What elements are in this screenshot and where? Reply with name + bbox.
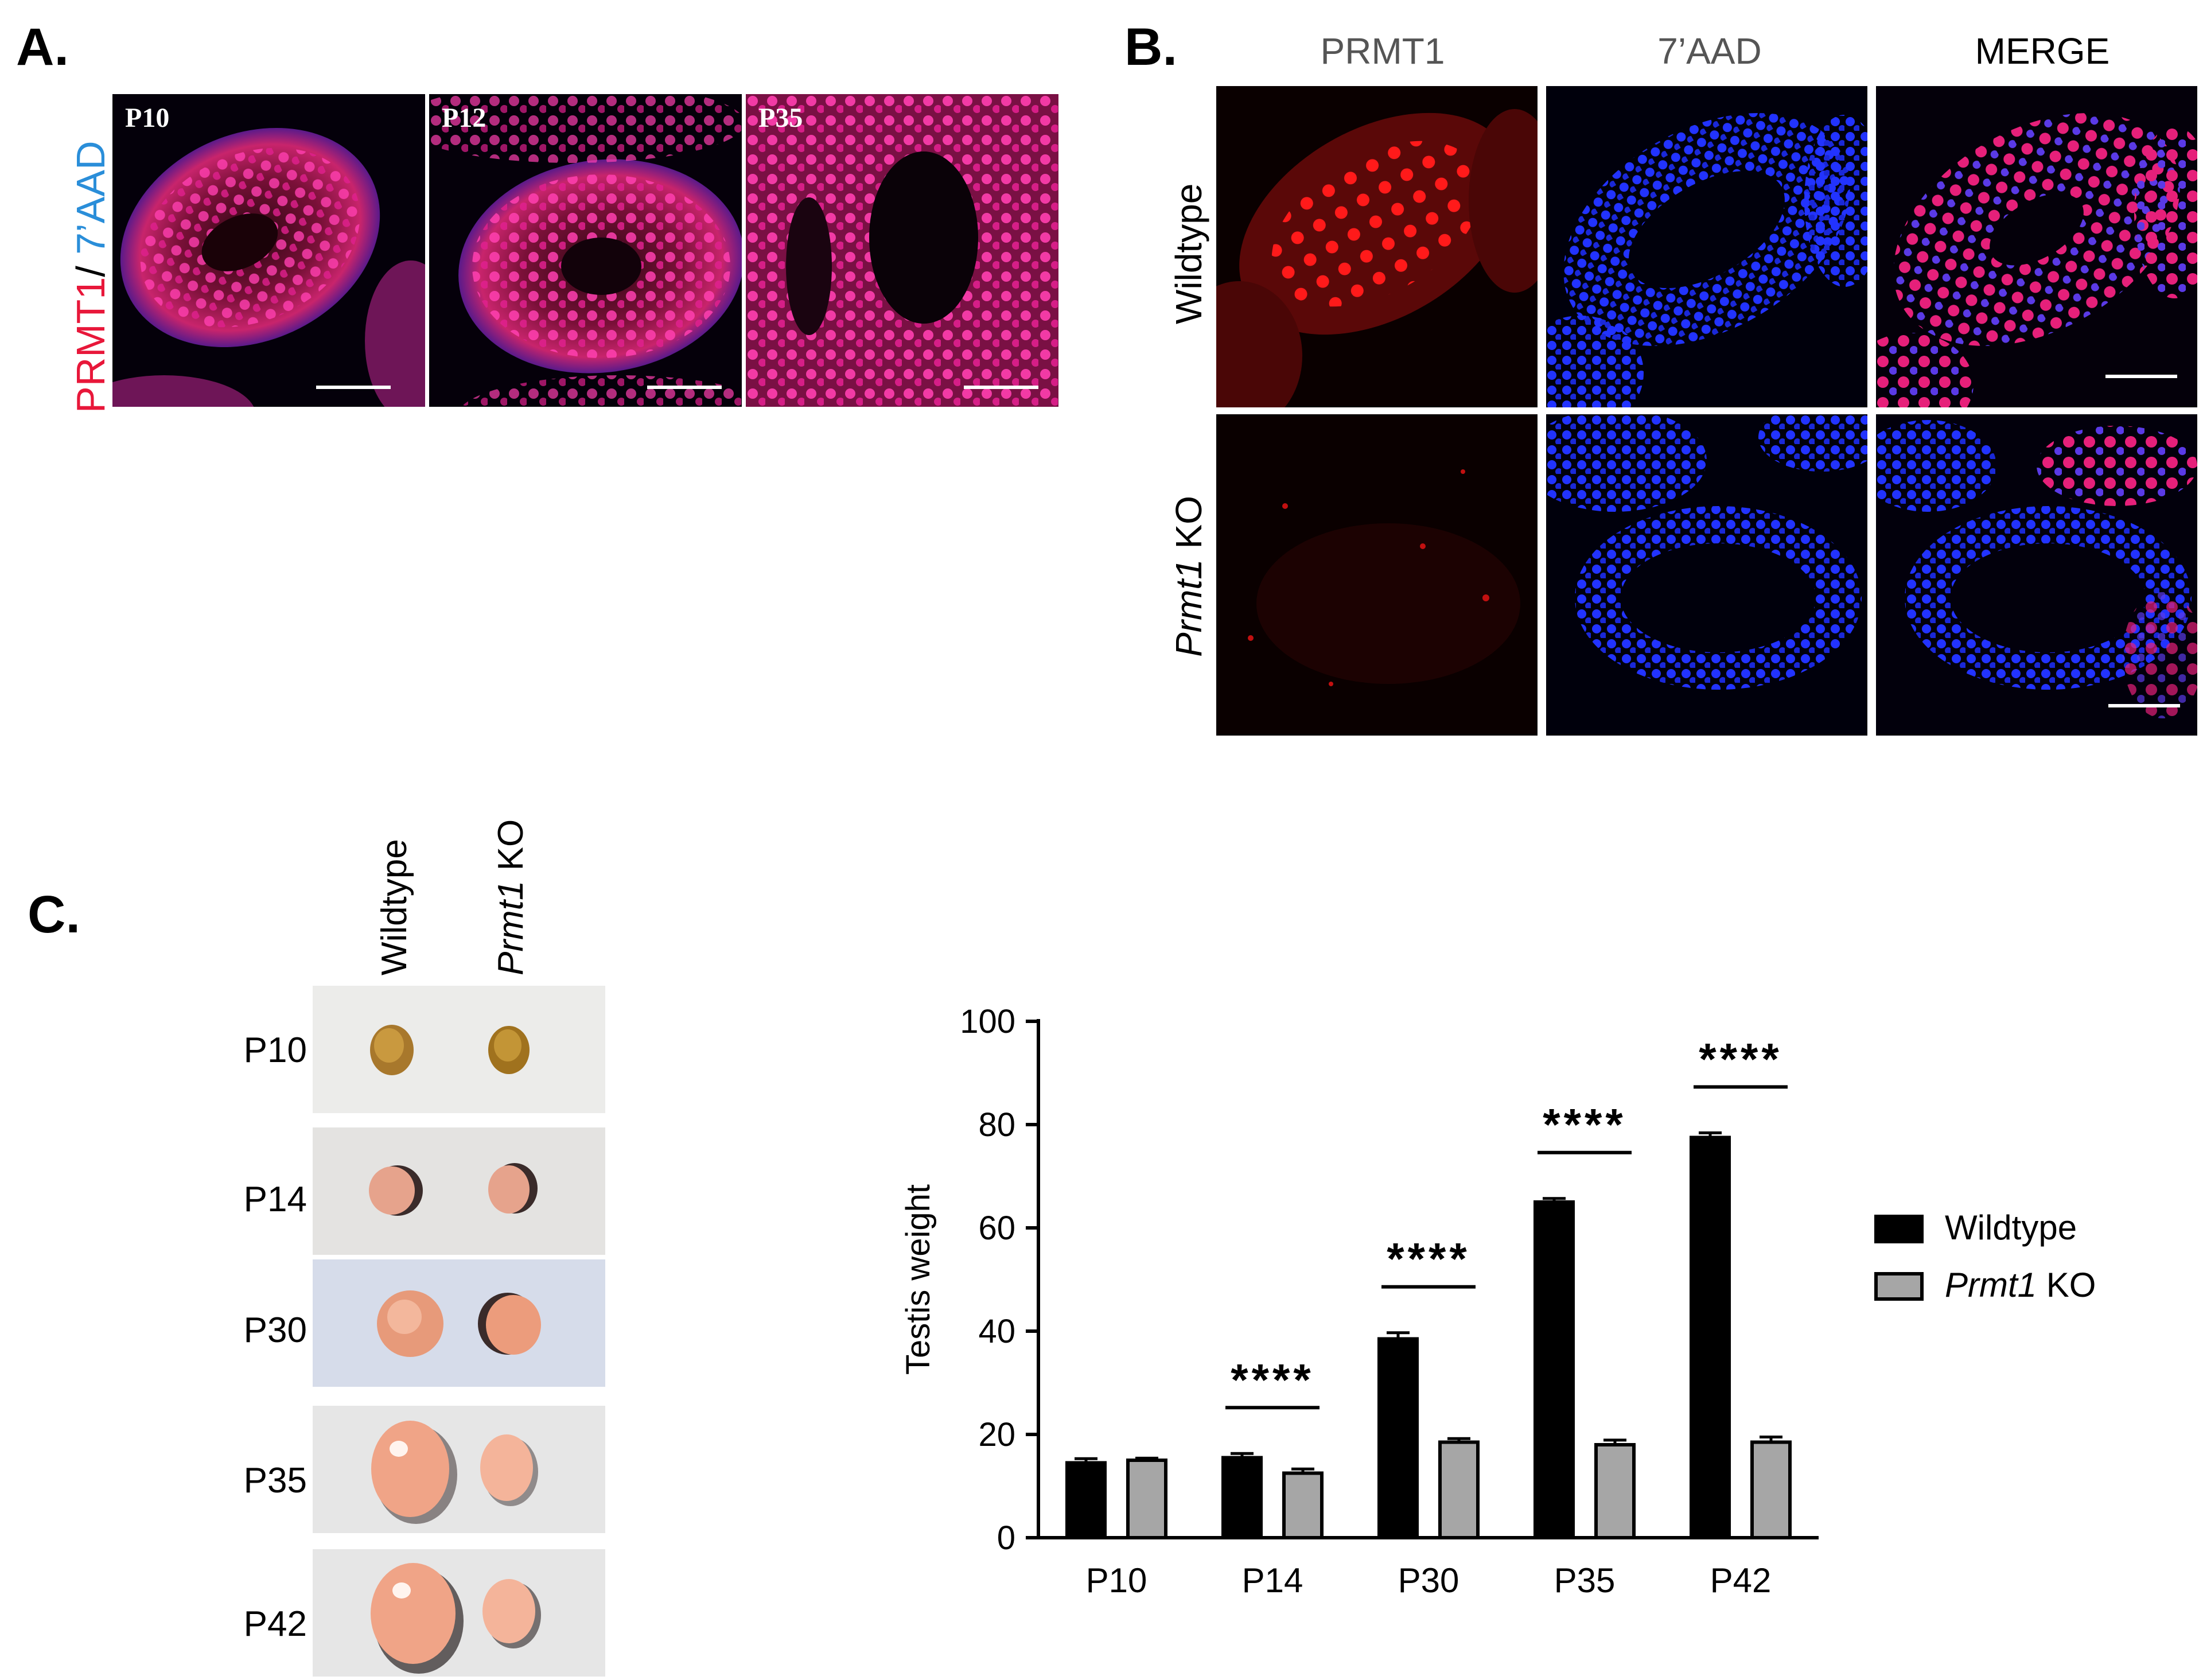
bar-ko-p10 xyxy=(1126,1459,1167,1539)
row-header-wildtype: Wildtype xyxy=(1167,184,1210,324)
testis-photo-p30-image xyxy=(313,1259,605,1387)
legend-label-wildtype: Wildtype xyxy=(1945,1208,2077,1247)
photo-column-ko-text: KO xyxy=(491,819,531,881)
bar-wildtype-p30 xyxy=(1377,1337,1419,1539)
micrograph-a-p12: P12 xyxy=(429,94,742,407)
micrograph-a-p35-image xyxy=(746,94,1058,407)
testis-photo-p14 xyxy=(313,1127,605,1255)
bar-ko-p14 xyxy=(1282,1471,1324,1539)
legend-label-ko: Prmt1 KO xyxy=(1945,1266,2096,1304)
bar-wildtype-p14 xyxy=(1221,1456,1263,1539)
stain-separator: / xyxy=(68,266,113,277)
micrograph-b-ko-prmt1 xyxy=(1216,414,1538,736)
photo-column-wildtype: Wildtype xyxy=(374,839,415,975)
photo-row-label-p35: P35 xyxy=(243,1461,307,1500)
micrograph-a-p12-image xyxy=(429,94,742,407)
micrograph-a-p10: P10 xyxy=(112,94,425,407)
column-header-7aad: 7’AAD xyxy=(1657,30,1762,72)
testis-photo-p14-image xyxy=(313,1127,605,1255)
micrograph-a-p12-label: P12 xyxy=(442,103,486,133)
row-header-wildtype-text: Wildtype xyxy=(1168,183,1209,324)
micrograph-b-wt-merge-image xyxy=(1876,86,2197,407)
photo-column-wildtype-text: Wildtype xyxy=(375,839,414,975)
testis-photo-p42-image xyxy=(313,1549,605,1677)
testis-photo-p35 xyxy=(313,1406,605,1533)
panel-a-stain-label: PRMT1/ 7’AAD xyxy=(68,141,114,413)
micrograph-b-ko-merge-image xyxy=(1876,414,2197,736)
y-tick-label: 40 xyxy=(978,1313,1015,1350)
column-header-prmt1: PRMT1 xyxy=(1320,30,1445,72)
panel-c-letter: C. xyxy=(28,885,80,944)
significance-stars: **** xyxy=(1699,1033,1782,1084)
bar-wildtype-p35 xyxy=(1533,1200,1575,1539)
photo-row-label-p14: P14 xyxy=(243,1180,307,1219)
testis-photo-p10 xyxy=(313,986,605,1113)
row-header-ko-italic: Prmt1 xyxy=(1168,559,1209,657)
x-tick-label: P10 xyxy=(1086,1561,1147,1600)
bar-ko-p30 xyxy=(1438,1440,1480,1539)
legend-swatch-ko xyxy=(1874,1272,1924,1301)
y-tick-label: 20 xyxy=(978,1416,1015,1453)
legend-swatch-wildtype xyxy=(1874,1215,1924,1243)
x-tick-label: P42 xyxy=(1710,1561,1772,1600)
micrograph-a-p10-label: P10 xyxy=(125,103,170,133)
bar-ko-p35 xyxy=(1594,1443,1636,1539)
testis-photo-p10-image xyxy=(313,986,605,1113)
photo-row-label-p42: P42 xyxy=(243,1604,307,1644)
row-header-ko: Prmt1 KO xyxy=(1167,496,1210,657)
micrograph-b-ko-7aad xyxy=(1546,414,1867,736)
testis-photo-p35-image xyxy=(313,1406,605,1533)
micrograph-b-ko-7aad-image xyxy=(1546,414,1867,736)
micrograph-b-wt-merge xyxy=(1876,86,2197,407)
y-tick-label: 80 xyxy=(978,1106,1015,1144)
photo-column-ko: Prmt1 KO xyxy=(491,819,531,975)
micrograph-b-wt-prmt1 xyxy=(1216,86,1538,407)
testis-photo-p30 xyxy=(313,1259,605,1387)
x-tick-label: P30 xyxy=(1398,1561,1459,1600)
photo-row-label-p30: P30 xyxy=(243,1310,307,1350)
bar-wildtype-p10 xyxy=(1065,1461,1107,1539)
significance-stars: **** xyxy=(1543,1099,1626,1150)
aad-stain-text: 7’AAD xyxy=(68,141,113,266)
photo-column-ko-italic: Prmt1 xyxy=(491,880,531,975)
micrograph-a-p35-label: P35 xyxy=(758,103,803,133)
bar-wildtype-p42 xyxy=(1690,1135,1731,1539)
micrograph-b-ko-prmt1-image xyxy=(1216,414,1538,736)
y-tick-label: 60 xyxy=(978,1210,1015,1247)
y-tick-label: 100 xyxy=(960,1003,1015,1040)
prmt1-stain-text: PRMT1 xyxy=(68,277,113,413)
micrograph-b-wt-7aad-image xyxy=(1546,86,1867,407)
testis-weight-chart: 0 20 40 60 80 100 Testis weight P10 P14 P30 P35 P42… xyxy=(900,1003,2096,1600)
y-axis-label: Testis weight xyxy=(900,1184,937,1375)
x-tick-label: P14 xyxy=(1242,1561,1303,1600)
micrograph-a-p35: P35 xyxy=(746,94,1058,407)
y-tick-label: 0 xyxy=(997,1519,1015,1557)
panel-b-letter: B. xyxy=(1124,18,1177,76)
significance-stars: **** xyxy=(1387,1234,1470,1284)
bar-ko-p42 xyxy=(1750,1440,1792,1539)
row-header-ko-text: KO xyxy=(1168,496,1209,559)
testis-photo-p42 xyxy=(313,1549,605,1677)
micrograph-b-wt-7aad xyxy=(1546,86,1867,407)
photo-row-label-p10: P10 xyxy=(243,1030,307,1070)
significance-stars: **** xyxy=(1231,1354,1314,1405)
micrograph-a-p10-image xyxy=(112,94,425,407)
x-tick-label: P35 xyxy=(1554,1561,1616,1600)
panel-a-letter: A. xyxy=(16,18,69,76)
micrograph-b-ko-merge xyxy=(1876,414,2197,736)
micrograph-b-wt-prmt1-image xyxy=(1216,86,1538,407)
column-header-merge: MERGE xyxy=(1975,30,2110,72)
